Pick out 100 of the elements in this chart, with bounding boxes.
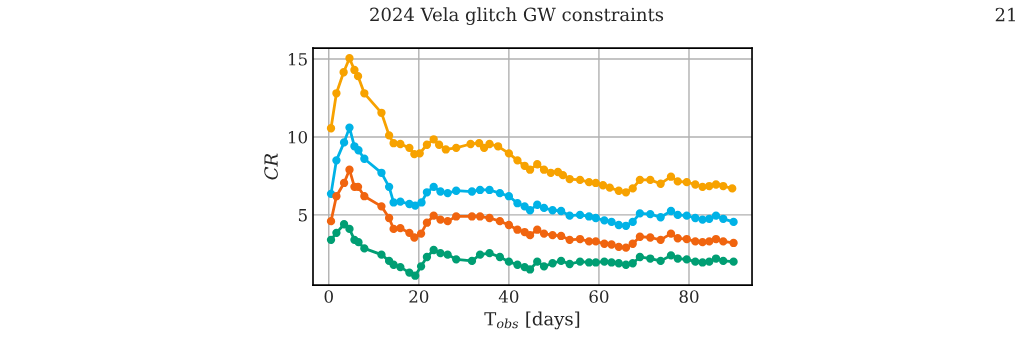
point	[495, 216, 505, 226]
x-tick-label: 80	[679, 290, 699, 303]
point	[475, 250, 485, 259]
point	[646, 254, 655, 263]
point	[646, 233, 655, 242]
point	[682, 211, 691, 220]
point	[436, 187, 445, 196]
point	[635, 232, 645, 241]
point	[360, 154, 369, 163]
point	[411, 201, 420, 210]
point	[591, 258, 600, 267]
point	[539, 165, 549, 174]
point	[533, 200, 542, 209]
point	[575, 210, 585, 220]
point	[452, 143, 461, 153]
point	[504, 149, 514, 158]
point	[396, 262, 405, 272]
point	[345, 165, 354, 174]
point	[339, 138, 349, 147]
point	[434, 140, 444, 149]
point	[405, 143, 414, 153]
point	[628, 184, 637, 193]
point	[565, 235, 574, 245]
point	[422, 218, 432, 227]
point	[354, 146, 363, 155]
point	[666, 206, 676, 216]
point	[719, 237, 728, 246]
point	[711, 211, 721, 220]
point	[360, 244, 369, 253]
point	[360, 89, 369, 98]
point	[539, 203, 549, 213]
point	[666, 229, 676, 238]
point	[605, 183, 614, 192]
point	[539, 262, 549, 271]
point	[673, 234, 682, 243]
x-tick-label: 0	[324, 290, 333, 303]
point	[635, 209, 645, 218]
point	[475, 185, 485, 195]
point	[656, 256, 665, 266]
point	[354, 238, 363, 247]
point	[396, 139, 405, 149]
point	[646, 175, 655, 184]
point	[326, 235, 336, 245]
point	[339, 178, 349, 188]
y-tick-label: 5	[298, 209, 307, 222]
point	[525, 231, 535, 240]
point	[416, 262, 426, 271]
point	[711, 234, 721, 244]
point	[443, 188, 452, 198]
point	[682, 255, 691, 264]
point	[607, 258, 616, 267]
point	[565, 174, 574, 184]
point	[548, 231, 557, 240]
point	[429, 182, 438, 192]
point	[513, 260, 522, 269]
point	[614, 259, 623, 268]
point	[556, 256, 566, 266]
point	[410, 233, 419, 242]
point	[575, 175, 585, 184]
point	[628, 239, 637, 248]
point	[493, 142, 503, 151]
point	[719, 181, 728, 191]
point	[565, 211, 574, 220]
point	[682, 178, 691, 187]
x-tick-label: 20	[409, 290, 429, 303]
point	[621, 221, 631, 230]
point	[614, 220, 623, 230]
point	[656, 179, 665, 188]
point	[350, 65, 359, 75]
point	[441, 145, 450, 154]
point	[384, 182, 394, 192]
point	[332, 89, 341, 98]
point	[673, 210, 682, 220]
point	[332, 156, 341, 165]
point	[485, 185, 494, 195]
point	[504, 257, 514, 266]
point	[711, 254, 721, 263]
point	[396, 197, 405, 206]
point	[422, 140, 432, 149]
point	[332, 228, 341, 237]
point	[339, 68, 348, 77]
point	[436, 215, 445, 224]
point	[495, 252, 505, 262]
point	[556, 206, 566, 216]
point	[513, 156, 522, 165]
x-tick-label: 60	[589, 290, 609, 303]
point	[729, 257, 738, 266]
point	[673, 254, 682, 263]
point	[429, 245, 438, 255]
point	[575, 234, 585, 244]
point	[326, 124, 336, 133]
point	[600, 216, 609, 225]
point	[377, 108, 386, 117]
point	[656, 235, 665, 245]
point	[416, 229, 426, 238]
point	[467, 256, 477, 266]
point	[635, 252, 645, 262]
point	[556, 231, 566, 241]
point	[666, 172, 676, 181]
point	[525, 206, 535, 215]
